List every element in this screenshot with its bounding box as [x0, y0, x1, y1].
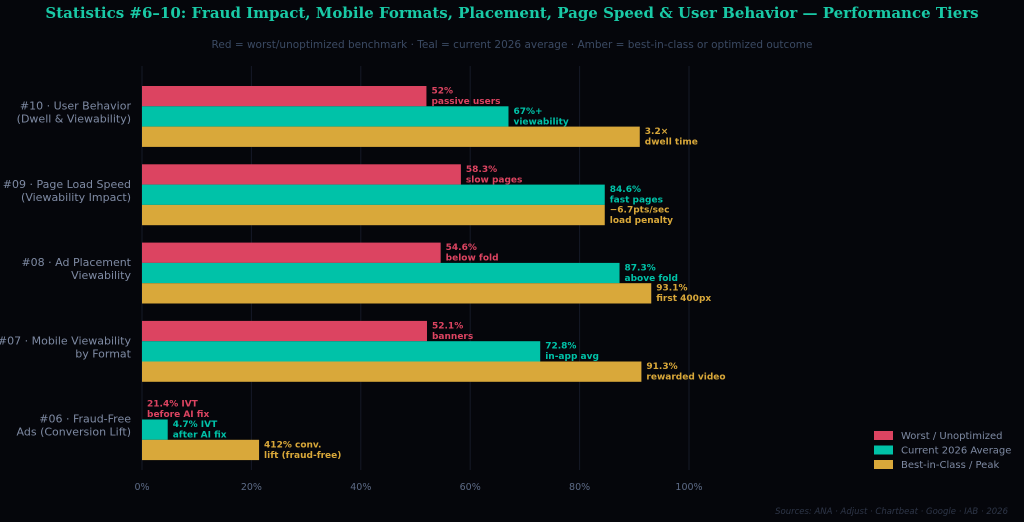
x-tick-label: 40%: [350, 482, 371, 493]
bar-data-label: 4.7% IVT after AI fix: [173, 420, 227, 441]
bar-data-label: 21.4% IVT before AI fix: [147, 400, 209, 421]
bar-best: [142, 439, 260, 461]
legend-label-worst: Worst / Unoptimized: [901, 431, 1002, 442]
x-tick-label: 100%: [675, 482, 702, 493]
bar-data-label: 72.8% in-app avg: [545, 342, 599, 363]
category-label: #06 · Fraud-Free Ads (Conversion Lift): [17, 413, 132, 439]
bar-current: [142, 184, 605, 205]
bar-data-label: 52% passive users: [431, 87, 500, 108]
category-label: #09 · Page Load Speed (Viewability Impact…: [3, 178, 131, 204]
bars: [142, 86, 652, 461]
bar-best: [142, 283, 652, 304]
bar-best: [142, 126, 640, 147]
bar-data-label: 93.1% first 400px: [656, 284, 711, 305]
x-tick-label: 60%: [460, 482, 481, 493]
legend-swatch-current: [874, 445, 893, 455]
bar-data-label: 412% conv. lift (fraud-free): [264, 440, 341, 461]
x-tick-label: 80%: [569, 482, 590, 493]
legend: Worst / Unoptimized Current 2026 Average B…: [874, 431, 1011, 471]
x-tick-label: 20%: [241, 482, 262, 493]
bar-labels: 52% passive users 67%+ viewability 3.2× dwell…: [147, 87, 726, 461]
source-note: Sources: ANA · Adjust · Chartbeat · Goog…: [775, 507, 1008, 517]
legend-swatch-best: [874, 460, 893, 469]
category-label: #07 · Mobile Viewability by Format: [0, 334, 132, 360]
category-labels: #10 · User Behavior (Dwell & Viewability)…: [0, 99, 132, 438]
bar-current: [142, 341, 541, 362]
bar-best: [142, 204, 605, 226]
legend-label-best: Best-in-Class / Peak: [901, 460, 999, 471]
chart-title: Statistics #6–10: Fraud Impact, Mobile F…: [45, 4, 978, 22]
bar-data-label: 3.2× dwell time: [645, 127, 698, 148]
x-axis-ticks: 0% 20% 40% 60% 80% 100%: [134, 482, 702, 493]
bar-current: [142, 419, 168, 440]
bar-current: [142, 262, 620, 284]
chart-subtitle: Red = worst/unoptimized benchmark · Teal…: [212, 39, 813, 51]
bar-data-label: 67%+ viewability: [513, 107, 568, 128]
bar-data-label: 91.3% rewarded video: [646, 362, 725, 383]
x-tick-label: 0%: [134, 482, 149, 493]
category-label: #10 · User Behavior (Dwell & Viewability): [17, 99, 132, 125]
category-label: #08 · Ad Placement Viewability: [21, 256, 131, 282]
bar-data-label: 54.6% below fold: [446, 243, 499, 264]
bar-data-label: 87.3% above fold: [625, 263, 678, 284]
bar-worst: [142, 86, 427, 107]
bar-best: [142, 361, 642, 382]
bar-worst: [142, 164, 461, 185]
bar-data-label: −6.7pts/sec load penalty: [610, 205, 673, 226]
bar-worst: [142, 242, 441, 263]
bar-worst: [142, 320, 427, 342]
bar-data-label: 84.6% fast pages: [610, 185, 663, 206]
legend-label-current: Current 2026 Average: [901, 446, 1011, 457]
bar-data-label: 58.3% slow pages: [466, 165, 523, 186]
legend-swatch-worst: [874, 431, 893, 440]
bar-data-label: 52.1% banners: [432, 321, 473, 342]
bar-current: [142, 106, 509, 127]
